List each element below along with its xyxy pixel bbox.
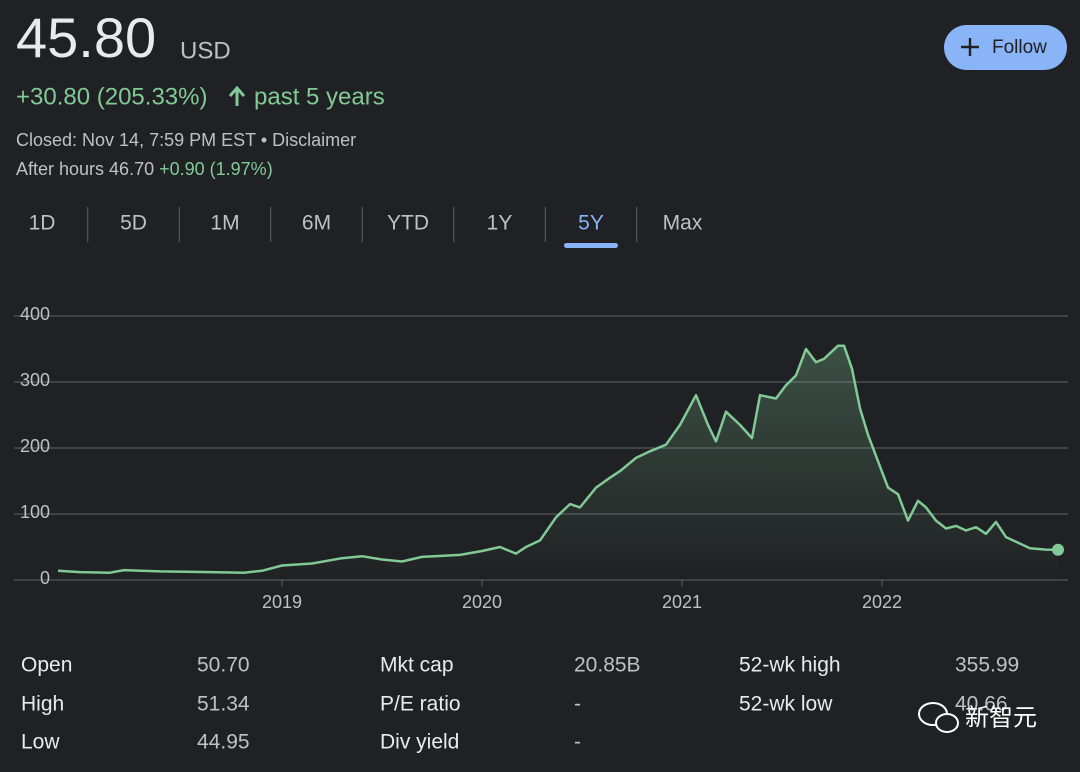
stat-value: 20.85B (574, 654, 641, 677)
plus-icon[interactable] (961, 38, 979, 56)
disclaimer[interactable]: Disclaimer (272, 130, 356, 150)
range-tab[interactable]: 5D (120, 212, 147, 235)
up-arrow (228, 85, 246, 106)
stat-label: Open (21, 654, 72, 677)
range-tab[interactable]: 6M (302, 212, 331, 235)
range-tab[interactable]: YTD (387, 212, 429, 235)
closed-time: Closed: Nov 14, 7:59 PM EST (16, 130, 256, 150)
stat-value: - (574, 731, 581, 754)
range-tab[interactable]: 1Y (487, 212, 513, 235)
after-hours-change: +0.90 (1.97%) (159, 159, 273, 179)
currency: USD (180, 37, 231, 64)
range-tabs: 1D 5D 1M 6M YTD 1Y 5Y Max (29, 207, 703, 248)
stat-label: Mkt cap (380, 654, 454, 677)
x-tick-label: 2021 (662, 592, 702, 612)
after-hours-price: After hours 46.70 (16, 159, 154, 179)
x-tick-label: 2020 (462, 592, 502, 612)
stat-label: 52-wk high (739, 654, 841, 677)
range-tab[interactable]: 1D (29, 212, 56, 235)
tab-indicator (564, 243, 618, 248)
y-tick-label: 300 (20, 370, 50, 390)
stat-value: 51.34 (197, 693, 250, 716)
follow-label[interactable]: Follow (992, 37, 1047, 58)
closed: Closed: Nov 14, 7:59 PM EST • Disclaimer (16, 130, 356, 150)
price-line (57, 344, 1059, 574)
range-tab[interactable]: 5Y (578, 212, 604, 235)
x-tick-label: 2022 (862, 592, 902, 612)
stat-value: 44.95 (197, 731, 250, 754)
stat-label: Div yield (380, 731, 459, 754)
stat-label: P/E ratio (380, 693, 461, 716)
separator: • (261, 130, 267, 150)
change: +30.80 (205.33%) (16, 83, 207, 110)
stats-table: Open 50.70 Mkt cap 20.85B 52-wk high 355.99 Hi… (21, 654, 1019, 754)
stat-value: 40.66 (955, 693, 1008, 716)
chart: 0 100 200 300 400 2019 2020 2021 2022 (14, 304, 1068, 612)
y-tick-label: 200 (20, 436, 50, 456)
price: 45.80 (16, 6, 156, 69)
watermark: 新智元 (965, 704, 1037, 731)
stat-label: 52-wk low (739, 693, 833, 716)
range-tab[interactable]: 1M (210, 212, 239, 235)
stat-label: Low (21, 731, 60, 754)
y-tick-label: 400 (20, 304, 50, 324)
stat-value: - (574, 693, 581, 716)
y-tick-label: 0 (40, 568, 50, 588)
stat-value: 355.99 (955, 654, 1019, 677)
range-tab[interactable]: Max (663, 212, 703, 235)
last-point (1052, 543, 1064, 556)
x-tick-label: 2019 (262, 592, 302, 612)
stat-label: High (21, 693, 64, 716)
follow-bg[interactable] (944, 25, 1067, 70)
area-fill (58, 345, 1058, 580)
y-tick-label: 100 (20, 502, 50, 522)
stat-value: 50.70 (197, 654, 250, 677)
period: past 5 years (254, 83, 385, 110)
follow-button[interactable]: Follow (944, 25, 1067, 70)
after-hours: After hours 46.70 +0.90 (1.97%) (16, 159, 273, 179)
wechat-icon (918, 702, 959, 733)
